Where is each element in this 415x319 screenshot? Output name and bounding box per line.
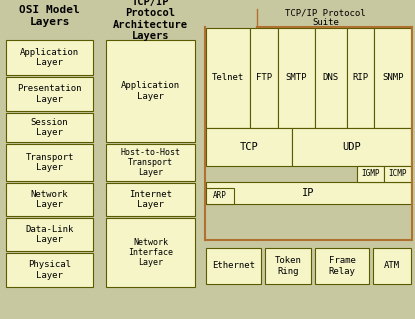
Text: Token
Ring: Token Ring [275,256,302,276]
Bar [206,248,261,284]
Bar [6,183,93,216]
Bar [106,183,195,216]
Bar [6,144,93,181]
Text: Network
Layer: Network Layer [31,190,68,209]
Text: Ethernet: Ethernet [212,262,255,271]
Text: Presentation
Layer: Presentation Layer [17,84,82,104]
Text: DNS: DNS [323,73,339,83]
Text: TCP: TCP [240,142,259,152]
Bar [6,253,93,287]
Text: Frame
Relay: Frame Relay [329,256,355,276]
Bar [106,218,195,287]
Text: ICMP: ICMP [388,169,407,179]
Bar [347,28,374,128]
Bar [206,188,234,204]
Bar [357,166,384,182]
Text: UDP: UDP [342,142,361,152]
Bar [206,128,292,166]
Text: Data-Link
Layer: Data-Link Layer [25,225,74,244]
Text: ATM: ATM [384,262,400,271]
Bar [206,28,411,239]
Text: Transport
Layer: Transport Layer [25,153,74,172]
Bar [266,248,311,284]
Text: OSI Model
Layers: OSI Model Layers [19,5,80,27]
Text: TCP/IP
Protocol
Architecture
Layers: TCP/IP Protocol Architecture Layers [113,0,188,41]
Text: FTP: FTP [256,73,272,83]
Text: TCP/IP Protocol
Suite: TCP/IP Protocol Suite [285,8,366,27]
Bar [206,28,249,128]
Bar [6,113,93,142]
Text: RIP: RIP [353,73,369,83]
Bar [384,166,411,182]
Text: Physical
Layer: Physical Layer [28,260,71,280]
Text: Application
Layer: Application Layer [121,81,180,101]
Bar [249,28,278,128]
Bar [206,182,411,204]
Bar [278,28,315,128]
Bar [315,28,347,128]
Bar [315,248,369,284]
Text: Application
Layer: Application Layer [20,48,79,67]
Text: Telnet: Telnet [212,73,244,83]
Bar [6,77,93,111]
Bar [106,40,195,142]
Text: Network
Interface
Layer: Network Interface Layer [128,238,173,267]
Bar [3,0,96,319]
Bar [374,28,411,128]
Text: ARP: ARP [213,191,227,201]
Bar [106,144,195,181]
Text: IP: IP [302,188,315,198]
Bar [292,128,411,166]
Text: IGMP: IGMP [361,169,380,179]
Text: Internet
Layer: Internet Layer [129,190,172,209]
Bar [103,0,198,319]
Bar [373,248,411,284]
Text: Session
Layer: Session Layer [31,118,68,137]
Text: Host-to-Host
Transport
Layer: Host-to-Host Transport Layer [120,148,181,177]
Bar [6,218,93,251]
Text: SNMP: SNMP [382,73,403,83]
Bar [6,40,93,75]
Text: SMTP: SMTP [286,73,307,83]
